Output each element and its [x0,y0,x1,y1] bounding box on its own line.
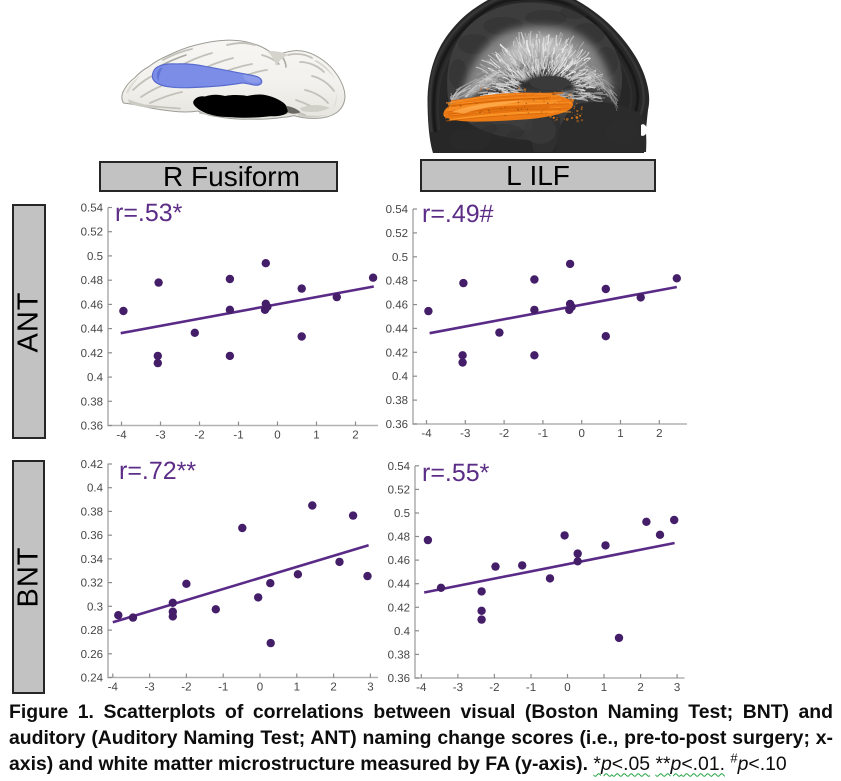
svg-text:0.4: 0.4 [87,483,104,495]
svg-text:0.4: 0.4 [87,372,104,384]
svg-text:-2: -2 [489,682,499,694]
svg-text:0.48: 0.48 [81,275,103,287]
svg-text:0.44: 0.44 [81,324,104,336]
svg-text:0.44: 0.44 [388,579,411,591]
svg-text:0.44: 0.44 [386,323,409,335]
svg-text:-1: -1 [233,430,243,442]
svg-text:0.52: 0.52 [388,484,410,496]
svg-text:0.38: 0.38 [388,649,410,661]
svg-text:-1: -1 [526,682,536,694]
svg-text:r=.72**: r=.72** [119,457,196,485]
svg-text:-4: -4 [421,428,432,440]
svg-text:0.3: 0.3 [87,601,103,613]
svg-text:2: 2 [330,682,336,694]
svg-text:0.24: 0.24 [81,673,104,685]
svg-text:-1: -1 [538,428,548,440]
svg-text:2: 2 [656,428,662,440]
svg-text:0.32: 0.32 [81,578,103,590]
svg-text:-4: -4 [108,682,119,694]
svg-text:0.46: 0.46 [388,555,410,567]
svg-text:0.46: 0.46 [81,299,103,311]
svg-text:-4: -4 [416,682,427,694]
svg-text:0.48: 0.48 [386,276,408,288]
svg-text:3: 3 [674,682,680,694]
svg-text:2: 2 [637,682,643,694]
svg-text:-1: -1 [218,682,228,694]
svg-text:-2: -2 [181,682,191,694]
svg-text:0.46: 0.46 [386,300,408,312]
svg-text:0: 0 [564,682,570,694]
svg-text:0.36: 0.36 [386,419,408,431]
svg-text:0.5: 0.5 [392,252,408,264]
svg-text:-4: -4 [116,430,127,442]
svg-text:0.38: 0.38 [386,395,408,407]
svg-text:0.54: 0.54 [81,203,104,215]
svg-text:0: 0 [257,682,263,694]
svg-text:0.34: 0.34 [81,554,104,566]
svg-text:0.26: 0.26 [81,649,103,661]
svg-text:0.54: 0.54 [388,461,411,473]
svg-text:0: 0 [578,428,584,440]
svg-text:-2: -2 [194,430,204,442]
svg-text:0.42: 0.42 [386,347,408,359]
svg-text:0.42: 0.42 [81,459,103,471]
svg-text:r=.53*: r=.53* [115,199,183,227]
svg-text:0.28: 0.28 [81,625,103,637]
svg-text:1: 1 [601,682,607,694]
svg-text:2: 2 [352,430,358,442]
svg-text:-3: -3 [155,430,165,442]
svg-text:3: 3 [367,682,373,694]
svg-text:0.4: 0.4 [394,626,411,638]
svg-text:0.42: 0.42 [388,602,410,614]
svg-text:r=.55*: r=.55* [422,459,490,487]
svg-text:0.36: 0.36 [388,673,410,685]
svg-text:0.54: 0.54 [386,204,409,216]
svg-text:-3: -3 [453,682,463,694]
svg-text:0.4: 0.4 [392,371,409,383]
svg-text:1: 1 [313,430,319,442]
svg-text:0.38: 0.38 [81,396,103,408]
svg-text:0.5: 0.5 [394,508,410,520]
svg-text:0.5: 0.5 [87,251,103,263]
svg-text:0.52: 0.52 [386,228,408,240]
svg-text:0: 0 [274,430,280,442]
svg-text:0.36: 0.36 [81,421,103,433]
svg-text:0.36: 0.36 [81,530,103,542]
svg-text:1: 1 [294,682,300,694]
svg-text:-2: -2 [499,428,509,440]
svg-text:r=.49#: r=.49# [422,200,494,228]
svg-text:-3: -3 [460,428,470,440]
svg-text:0.42: 0.42 [81,348,103,360]
svg-text:0.38: 0.38 [81,506,103,518]
svg-text:1: 1 [617,428,623,440]
svg-text:0.48: 0.48 [388,532,410,544]
svg-text:0.52: 0.52 [81,227,103,239]
svg-text:-3: -3 [144,682,154,694]
